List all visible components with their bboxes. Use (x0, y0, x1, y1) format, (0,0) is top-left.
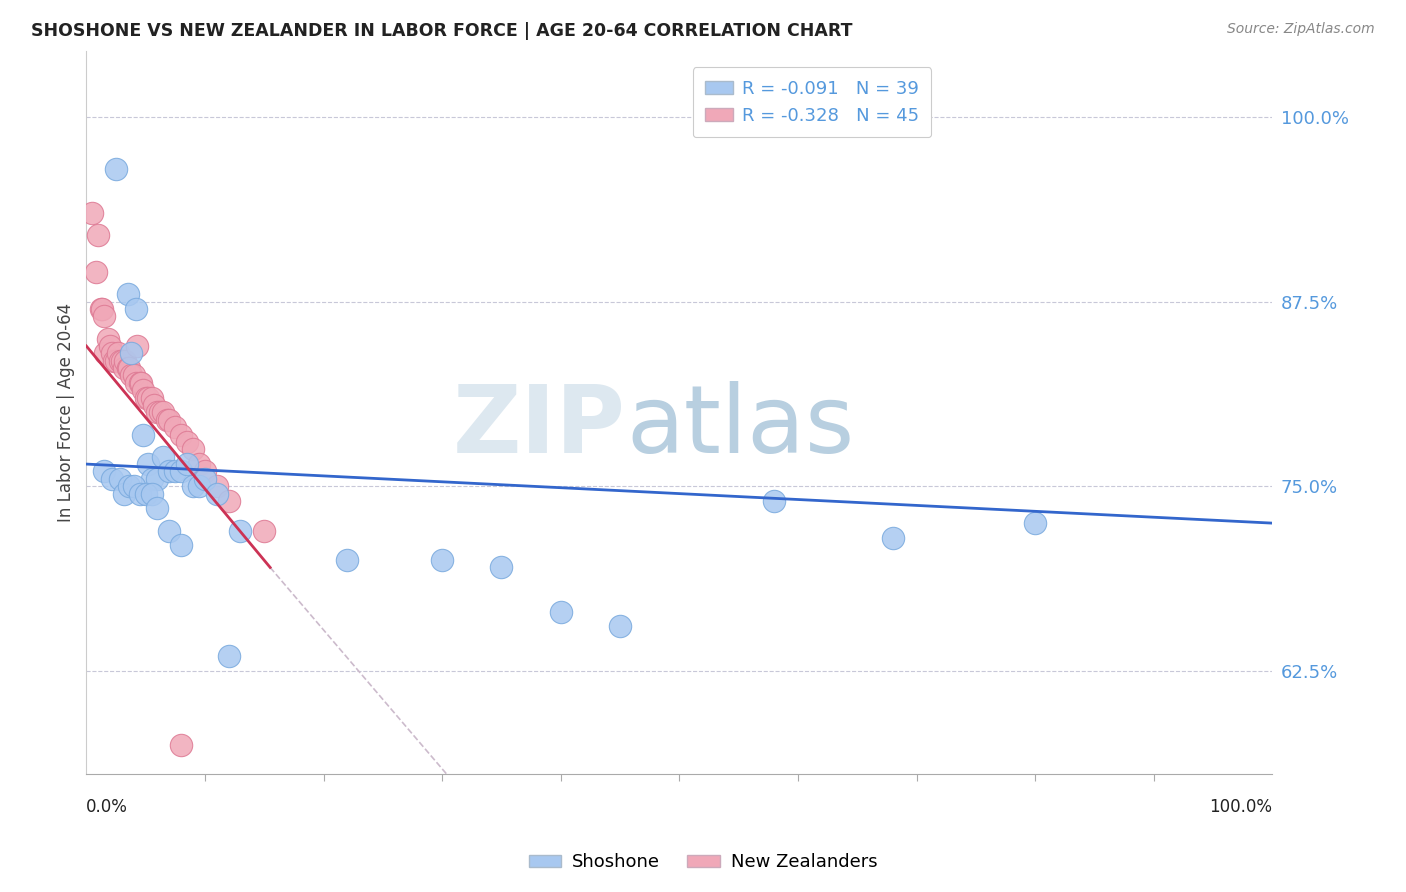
Point (118, 361, 141, 376)
Point (128, 486, 150, 500)
Point (165, 465, 187, 479)
Point (430, 553, 453, 567)
Point (82, 206, 104, 220)
Point (101, 472, 124, 486)
Point (218, 494, 240, 508)
Point (128, 376, 150, 390)
Point (157, 413, 180, 427)
Point (181, 442, 204, 457)
Point (336, 553, 359, 567)
Point (181, 479, 204, 493)
Point (146, 405, 169, 419)
Point (101, 346, 124, 360)
Text: Source: ZipAtlas.com: Source: ZipAtlas.com (1227, 22, 1375, 37)
Point (229, 524, 252, 538)
Point (135, 391, 157, 405)
Point (136, 457, 159, 471)
Point (120, 346, 142, 360)
Point (156, 413, 179, 427)
Point (104, 353, 127, 368)
Point (90, 301, 112, 316)
Point (108, 353, 131, 368)
Point (112, 361, 135, 376)
Point (117, 287, 139, 301)
Point (170, 427, 193, 442)
Point (117, 361, 139, 376)
Point (108, 472, 131, 486)
Point (188, 479, 211, 493)
Point (170, 538, 193, 552)
Point (763, 494, 786, 508)
Point (114, 353, 136, 368)
Point (112, 486, 135, 500)
Point (141, 391, 163, 405)
Point (205, 479, 228, 493)
Point (135, 486, 157, 500)
Text: SHOSHONE VS NEW ZEALANDER IN LABOR FORCE | AGE 20-64 CORRELATION CHART: SHOSHONE VS NEW ZEALANDER IN LABOR FORCE… (31, 22, 852, 40)
Point (118, 479, 141, 493)
Point (84, 265, 107, 279)
Point (170, 465, 193, 479)
Point (103, 353, 125, 368)
Point (142, 398, 165, 412)
Legend: Shoshone, New Zealanders: Shoshone, New Zealanders (522, 847, 884, 879)
Point (146, 501, 169, 516)
Point (188, 457, 211, 471)
Point (129, 376, 152, 390)
Point (253, 524, 276, 538)
Point (157, 524, 180, 538)
Point (87, 228, 110, 243)
Point (107, 346, 129, 360)
Point (93, 465, 115, 479)
Point (98, 339, 121, 353)
Point (136, 391, 159, 405)
Point (93, 310, 115, 324)
Point (165, 420, 187, 434)
Point (609, 619, 631, 633)
Point (120, 368, 142, 383)
Point (127, 339, 149, 353)
Point (149, 405, 172, 419)
Point (550, 605, 572, 619)
Point (218, 648, 240, 663)
Point (882, 531, 904, 545)
Point (94, 346, 117, 360)
Point (104, 161, 127, 176)
Point (152, 450, 174, 464)
Point (111, 353, 134, 368)
Point (97, 332, 120, 346)
Point (125, 376, 148, 390)
Point (89, 301, 111, 316)
Y-axis label: In Labor Force | Age 20-64: In Labor Force | Age 20-64 (58, 303, 75, 522)
Text: ZIP: ZIP (453, 381, 626, 473)
Point (491, 560, 513, 574)
Point (125, 301, 148, 316)
Point (176, 434, 198, 449)
Point (205, 486, 228, 500)
Point (194, 472, 217, 486)
Point (146, 472, 169, 486)
Point (152, 405, 174, 419)
Point (157, 465, 180, 479)
Point (176, 457, 198, 471)
Point (132, 384, 155, 398)
Point (1024, 516, 1046, 530)
Text: 0.0%: 0.0% (86, 797, 128, 816)
Point (132, 427, 155, 442)
Legend: R = -0.091   N = 39, R = -0.328   N = 45: R = -0.091 N = 39, R = -0.328 N = 45 (693, 67, 931, 137)
Point (141, 472, 163, 486)
Point (122, 368, 145, 383)
Point (170, 738, 193, 752)
Text: 100.0%: 100.0% (1209, 797, 1272, 816)
Text: atlas: atlas (626, 381, 855, 473)
Point (141, 486, 163, 500)
Point (194, 465, 217, 479)
Point (122, 479, 145, 493)
